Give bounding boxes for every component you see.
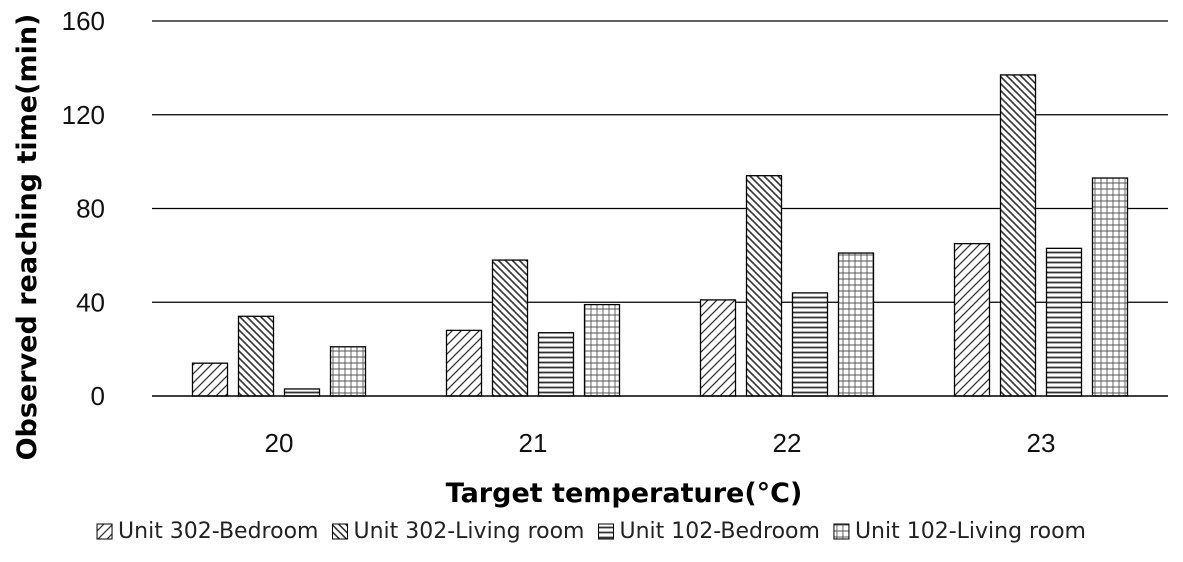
bar-unit-102-bedroom-20 (283, 388, 321, 397)
legend: Unit 302-Bedroom Unit 302-Living room Unit… (96, 519, 1086, 544)
y-tick-label: 0 (91, 381, 105, 411)
gridlines (152, 20, 1168, 303)
bar-unit-102-bedroom-23 (1045, 247, 1083, 397)
x-axis-title: Target temperature(°C) (446, 478, 803, 509)
y-tick-label: 80 (76, 194, 105, 224)
legend-label: Unit 102-Living room (855, 519, 1086, 544)
bar-unit-302-bedroom-23 (953, 243, 991, 397)
legend-item: Unit 102-Living room (833, 519, 1086, 544)
bar-unit-302-living-room-21 (491, 259, 529, 397)
bar-unit-302-bedroom-21 (445, 329, 483, 397)
bar-unit-102-living-room-20 (329, 346, 367, 397)
legend-swatch (598, 523, 614, 540)
legend-label: Unit 302-Bedroom (118, 519, 318, 544)
y-tick-label: 120 (62, 100, 105, 130)
bars (191, 74, 1129, 397)
bar-unit-302-living-room-22 (745, 175, 783, 397)
legend-item: Unit 302-Living room (331, 519, 585, 544)
x-tick-label: 21 (519, 428, 548, 458)
x-tick-label: 20 (265, 428, 294, 458)
y-axis-ticks: 0 40 80 120 160 (62, 6, 105, 411)
bar-unit-302-bedroom-20 (191, 362, 229, 397)
legend-swatch (96, 523, 113, 540)
bar-unit-102-living-room-23 (1091, 177, 1129, 397)
y-tick-label: 40 (76, 287, 105, 317)
bar-unit-302-living-room-20 (237, 315, 275, 397)
y-tick-label: 160 (62, 6, 105, 36)
bar-unit-102-bedroom-21 (537, 332, 575, 397)
legend-item: Unit 302-Bedroom (96, 519, 318, 544)
bar-unit-102-bedroom-22 (791, 292, 829, 397)
x-tick-label: 22 (773, 428, 802, 458)
legend-swatch (833, 523, 850, 540)
legend-item: Unit 102-Bedroom (598, 519, 820, 544)
bar-unit-302-living-room-23 (999, 74, 1037, 397)
bar-unit-102-living-room-22 (837, 252, 875, 397)
x-axis-ticks: 20 21 22 23 (265, 428, 1056, 458)
legend-label: Unit 102-Bedroom (620, 519, 820, 544)
bar-unit-102-living-room-21 (583, 303, 621, 397)
bar-unit-302-bedroom-22 (699, 299, 737, 397)
y-axis-title: Observed reaching time(min) (12, 14, 43, 461)
legend-swatch (331, 523, 348, 540)
legend-label: Unit 302-Living room (353, 519, 584, 544)
x-tick-label: 23 (1027, 428, 1056, 458)
